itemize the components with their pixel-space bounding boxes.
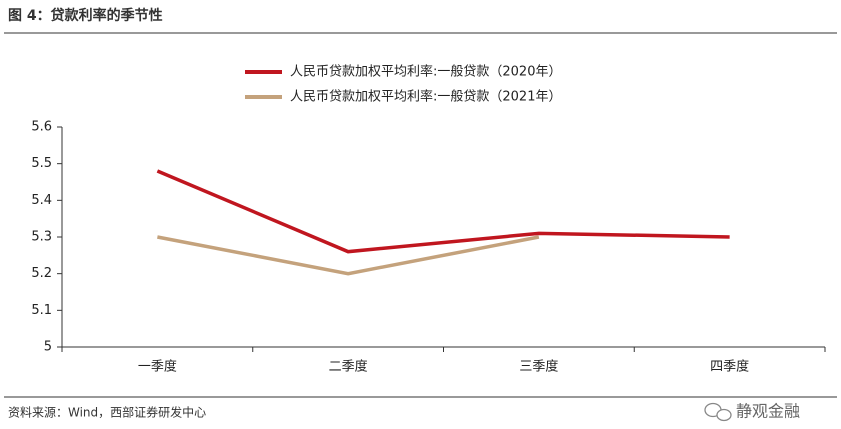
y-tick-label: 5.3	[31, 230, 52, 245]
legend-label: 人民币贷款加权平均利率:一般贷款（2020年）	[290, 64, 561, 80]
chart-title: 图 4：贷款利率的季节性	[8, 7, 163, 24]
y-tick-label: 5.4	[31, 193, 52, 208]
source: 资料来源：Wind，西部证券研发中心	[8, 405, 206, 420]
y-tick-label: 5	[44, 340, 52, 355]
series-line	[156, 169, 730, 254]
watermark: 静观金融	[736, 402, 800, 421]
watermark-icon	[704, 402, 732, 422]
x-tick-label: 四季度	[710, 359, 749, 375]
y-tick-label: 5.5	[31, 156, 52, 171]
y-tick-label: 5.2	[31, 266, 52, 281]
y-tick-label: 5.1	[31, 303, 52, 318]
x-tick-label: 三季度	[519, 359, 558, 375]
x-tick-label: 二季度	[329, 359, 368, 375]
legend-label: 人民币贷款加权平均利率:一般贷款（2021年）	[290, 89, 561, 105]
series-line	[157, 235, 540, 276]
x-tick-label: 一季度	[138, 359, 177, 375]
y-tick-label: 5.6	[31, 120, 52, 135]
